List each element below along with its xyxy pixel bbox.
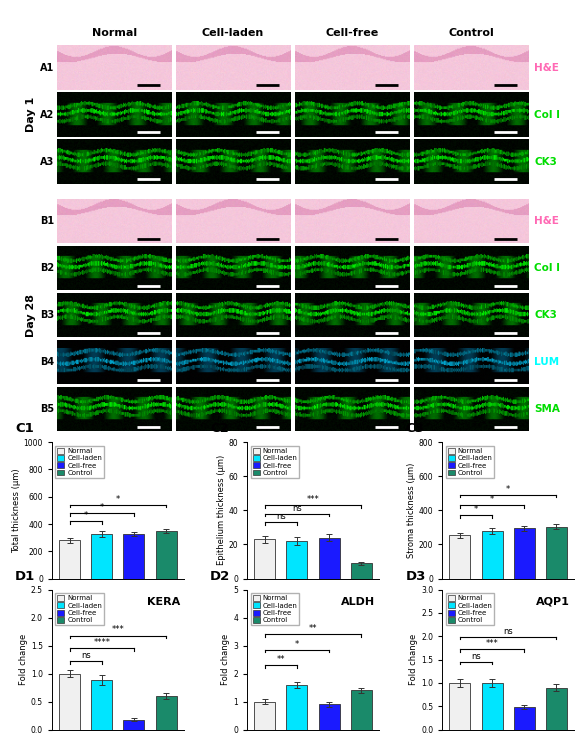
Text: ***: ***	[306, 495, 320, 504]
Y-axis label: Fold change: Fold change	[409, 634, 418, 685]
Bar	[156, 696, 177, 730]
Bar	[546, 688, 567, 730]
Text: ns: ns	[503, 626, 513, 635]
Text: B5: B5	[40, 404, 54, 414]
Text: SMA: SMA	[534, 404, 560, 414]
Y-axis label: Total thickness (μm): Total thickness (μm)	[12, 468, 21, 553]
Text: Col I: Col I	[534, 263, 560, 273]
Text: **: **	[309, 624, 317, 633]
Text: ns: ns	[81, 652, 91, 660]
Y-axis label: Stroma thickness (μm): Stroma thickness (μm)	[407, 463, 416, 558]
Text: A2: A2	[40, 110, 54, 119]
Text: B4: B4	[40, 357, 54, 367]
Bar	[514, 528, 535, 579]
Bar	[319, 705, 339, 730]
Text: *: *	[474, 506, 478, 514]
Bar	[449, 535, 470, 579]
Text: D1: D1	[15, 570, 35, 582]
Bar	[59, 674, 80, 730]
Text: A1: A1	[40, 63, 54, 73]
Bar	[319, 538, 339, 579]
Bar	[91, 680, 113, 730]
Text: H&E: H&E	[534, 216, 559, 226]
Text: C2: C2	[210, 422, 229, 436]
Bar	[91, 534, 113, 579]
Bar	[287, 541, 308, 579]
Y-axis label: Fold change: Fold change	[19, 634, 28, 685]
Text: *: *	[295, 640, 299, 649]
Text: *: *	[490, 495, 494, 504]
Text: ***: ***	[111, 626, 124, 635]
Bar	[482, 531, 503, 579]
Text: CK3: CK3	[534, 156, 557, 167]
Bar	[254, 539, 275, 579]
Text: B3: B3	[40, 310, 54, 320]
Text: Cell-free: Cell-free	[325, 28, 379, 38]
Text: *: *	[100, 503, 104, 512]
Text: Day 28: Day 28	[27, 293, 36, 337]
Text: C1: C1	[15, 422, 34, 436]
Bar	[156, 531, 177, 579]
Text: Day 1: Day 1	[27, 97, 36, 132]
Legend: Normal, Cell-laden, Cell-free, Control: Normal, Cell-laden, Cell-free, Control	[55, 593, 104, 626]
Text: C3: C3	[405, 422, 424, 436]
Text: KERA: KERA	[147, 597, 180, 607]
Text: Normal: Normal	[92, 28, 137, 38]
Text: AQP1: AQP1	[536, 597, 570, 607]
Text: Control: Control	[448, 28, 494, 38]
Text: Col I: Col I	[534, 110, 560, 119]
Bar	[351, 691, 372, 730]
Text: ns: ns	[471, 652, 481, 661]
Text: CK3: CK3	[534, 310, 557, 320]
Text: Cell-laden: Cell-laden	[202, 28, 264, 38]
Text: B2: B2	[40, 263, 54, 273]
Y-axis label: Fold change: Fold change	[222, 634, 230, 685]
Text: *: *	[84, 511, 88, 520]
Legend: Normal, Cell-laden, Cell-free, Control: Normal, Cell-laden, Cell-free, Control	[55, 446, 104, 478]
Text: LUM: LUM	[534, 357, 559, 367]
Legend: Normal, Cell-laden, Cell-free, Control: Normal, Cell-laden, Cell-free, Control	[445, 446, 494, 478]
Legend: Normal, Cell-laden, Cell-free, Control: Normal, Cell-laden, Cell-free, Control	[250, 446, 299, 478]
Bar	[59, 540, 80, 579]
Text: B1: B1	[40, 216, 54, 226]
Text: *: *	[116, 495, 120, 504]
Bar	[546, 526, 567, 579]
Text: ****: ****	[93, 638, 110, 647]
Bar	[449, 683, 470, 730]
Text: A3: A3	[40, 156, 54, 167]
Text: D3: D3	[405, 570, 426, 582]
Text: D2: D2	[210, 570, 230, 582]
Text: ALDH: ALDH	[341, 597, 375, 607]
Bar	[514, 708, 535, 730]
Bar	[254, 702, 275, 730]
Bar	[123, 534, 144, 579]
Bar	[351, 563, 372, 579]
Bar	[482, 683, 503, 730]
Text: H&E: H&E	[534, 63, 559, 73]
Text: ns: ns	[276, 512, 286, 521]
Text: ns: ns	[292, 503, 302, 513]
Legend: Normal, Cell-laden, Cell-free, Control: Normal, Cell-laden, Cell-free, Control	[250, 593, 299, 626]
Legend: Normal, Cell-laden, Cell-free, Control: Normal, Cell-laden, Cell-free, Control	[445, 593, 494, 626]
Bar	[287, 685, 308, 730]
Text: *: *	[506, 485, 510, 494]
Text: **: **	[276, 655, 285, 664]
Y-axis label: Epithelium thickness (μm): Epithelium thickness (μm)	[216, 455, 226, 565]
Text: ***: ***	[486, 639, 499, 649]
Bar	[123, 719, 144, 730]
